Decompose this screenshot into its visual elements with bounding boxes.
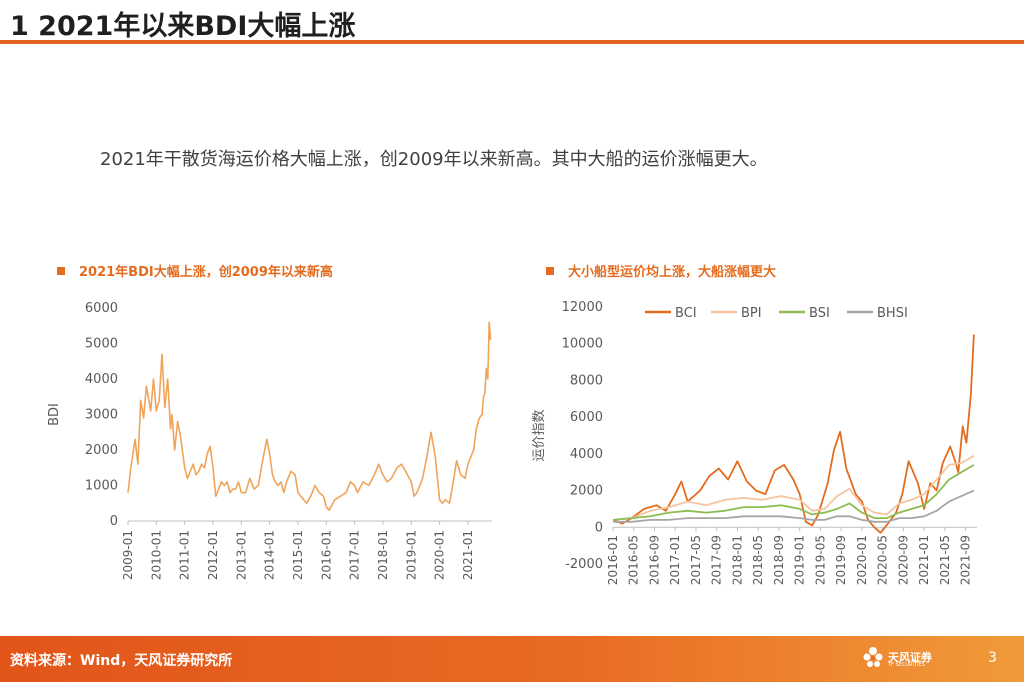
chart1-title: 2021年BDI大幅上涨，创2009年以来新高 — [57, 261, 333, 280]
y-tick-label: -2000 — [565, 557, 603, 572]
y-axis-title: 运价指数 — [532, 409, 547, 461]
x-tick-label: 2010-01 — [149, 530, 163, 580]
page-number: 3 — [988, 650, 997, 666]
footer-bar: 资料来源：Wind，天风证券研究所 天风证券 TF SECURITIES 3 — [0, 636, 1024, 682]
x-tick-label: 2009-01 — [121, 530, 135, 580]
title-rule — [0, 40, 1024, 44]
x-tick-label: 2020-05 — [876, 535, 890, 585]
x-tick-label: 2018-01 — [730, 535, 744, 585]
tf-securities-logo: 天风证券 TF SECURITIES — [862, 645, 942, 673]
y-tick-label: 0 — [595, 520, 603, 535]
series-line-bci — [612, 334, 975, 534]
x-tick-label: 2014-01 — [263, 530, 277, 580]
source-note: 资料来源：Wind，天风证券研究所 — [10, 653, 233, 669]
y-tick-label: 0 — [110, 514, 118, 529]
x-tick-label: 2021-09 — [959, 535, 973, 585]
x-tick-label: 2016-09 — [647, 535, 661, 585]
flower-icon — [863, 647, 883, 667]
y-axis-title: BDI — [47, 403, 62, 426]
summary-text: 2021年干散货海运价格大幅上涨，创2009年以来新高。其中大船的运价涨幅更大。 — [100, 149, 768, 170]
x-tick-label: 2016-01 — [606, 535, 620, 585]
y-tick-label: 12000 — [562, 300, 603, 315]
y-tick-label: 8000 — [570, 373, 603, 388]
y-tick-label: 2000 — [570, 484, 603, 499]
x-tick-label: 2021-01 — [917, 535, 931, 585]
y-tick-label: 5000 — [85, 337, 118, 352]
legend-label-bpi: BPI — [741, 306, 762, 321]
x-tick-label: 2011-01 — [178, 530, 192, 580]
y-tick-label: 6000 — [85, 301, 118, 316]
x-tick-label: 2021-01 — [461, 530, 475, 580]
x-tick-label: 2020-09 — [896, 535, 910, 585]
series-line-bhsi — [613, 489, 975, 523]
x-tick-label: 2021-05 — [938, 535, 952, 585]
logo-text: 天风证券 — [888, 651, 932, 664]
x-tick-label: 2018-01 — [376, 530, 390, 580]
x-tick-label: 2020-01 — [433, 530, 447, 580]
logo-subtext: TF SECURITIES — [888, 662, 925, 668]
x-tick-label: 2017-05 — [689, 535, 703, 585]
page-title: 1 2021年以来BDI大幅上涨 — [10, 11, 356, 42]
x-tick-label: 2019-09 — [834, 535, 848, 585]
chart1-title-text: 2021年BDI大幅上涨，创2009年以来新高 — [79, 265, 333, 280]
legend-label-bsi: BSI — [809, 306, 830, 321]
chart2-title: 大小船型运价均上涨，大船涨幅更大 — [546, 261, 776, 280]
x-tick-label: 2018-05 — [751, 535, 765, 585]
y-tick-label: 4000 — [570, 447, 603, 462]
legend-label-bci: BCI — [675, 306, 697, 321]
x-tick-label: 2019-05 — [813, 535, 827, 585]
series-line-bdi — [127, 321, 492, 512]
x-tick-label: 2019-01 — [404, 530, 418, 580]
chart2-title-text: 大小船型运价均上涨，大船涨幅更大 — [568, 265, 777, 280]
y-tick-label: 6000 — [570, 410, 603, 425]
y-tick-label: 4000 — [85, 372, 118, 387]
x-tick-label: 2013-01 — [234, 530, 248, 580]
bullet-square-icon — [57, 267, 65, 275]
series-line-bpi — [612, 454, 975, 521]
x-tick-label: 2016-05 — [627, 535, 641, 585]
y-tick-label: 3000 — [85, 408, 118, 423]
series-line-bsi — [612, 464, 975, 521]
legend-label-bhsi: BHSI — [877, 306, 908, 321]
bdi-chart: 0 1000 2000 3000 4000 5000 6000 BDI 2009-01 2010-… — [47, 301, 492, 580]
x-tick-label: 2017-09 — [710, 535, 724, 585]
x-tick-label: 2019-01 — [793, 535, 807, 585]
y-tick-label: 10000 — [562, 337, 603, 352]
bullet-square-icon — [546, 267, 554, 275]
y-tick-label: 1000 — [85, 479, 118, 494]
x-tick-label: 2017-01 — [348, 530, 362, 580]
y-tick-label: 2000 — [85, 443, 118, 458]
x-tick-label: 2015-01 — [291, 530, 305, 580]
x-tick-label: 2020-01 — [855, 535, 869, 585]
x-tick-label: 2018-09 — [772, 535, 786, 585]
x-tick-label: 2012-01 — [206, 530, 220, 580]
freight-index-chart: -2000 0 2000 4000 6000 8000 10000 12000 运价指数 2016… — [532, 300, 977, 585]
x-tick-label: 2016-01 — [319, 530, 333, 580]
x-tick-label: 2017-01 — [668, 535, 682, 585]
